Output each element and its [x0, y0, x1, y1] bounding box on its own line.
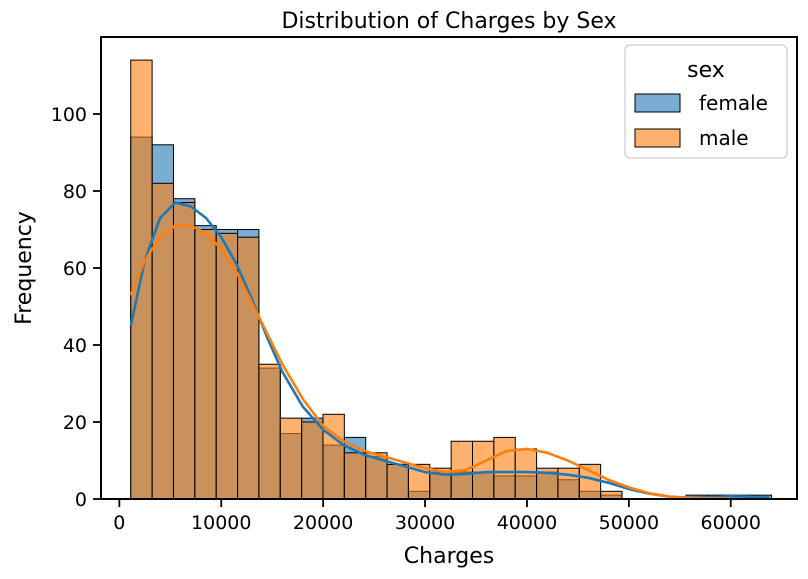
legend-swatch-male: [634, 128, 681, 148]
kde-line-male: [129, 224, 731, 499]
bar-male: [194, 229, 217, 499]
x-tick-label: 50000: [599, 512, 659, 534]
x-tick-label: 30000: [395, 512, 455, 534]
bar-male: [215, 232, 239, 499]
x-tick-label: 60000: [701, 512, 761, 534]
y-axis-label: Frequency: [12, 211, 37, 325]
x-tick-label: 40000: [497, 512, 557, 534]
legend-label-male: male: [699, 126, 749, 150]
plot-area: 0 10000 20000 30000 40000 50000 60000 0 20 40 60 80…: [51, 36, 798, 534]
y-tick-label: 20: [63, 412, 87, 434]
bar-male: [279, 417, 303, 499]
bar-male: [600, 490, 623, 499]
x-tick-label: 10000: [191, 512, 251, 534]
chart-title: Distribution of Charges by Sex: [281, 9, 616, 34]
y-tick-label: 40: [63, 335, 87, 357]
plot-marks: [129, 59, 773, 499]
x-tick-label: 0: [113, 512, 125, 534]
legend: sex female male: [624, 44, 788, 159]
legend-title: sex: [687, 58, 725, 83]
bar-male: [493, 436, 516, 499]
y-tick-label: 100: [51, 104, 87, 126]
y-tick-label: 60: [63, 258, 87, 280]
bar-male: [514, 448, 538, 499]
bar-male: [172, 202, 196, 499]
bar-male: [471, 440, 495, 499]
x-axis-label: Charges: [404, 544, 494, 569]
y-tick-label: 0: [75, 489, 87, 511]
legend-swatch-female: [634, 93, 681, 113]
bar-male: [343, 452, 367, 499]
legend-label-female: female: [699, 91, 768, 115]
bar-male: [258, 363, 281, 499]
bar-male: [386, 463, 409, 499]
y-tick-label: 80: [63, 181, 87, 203]
bar-male: [301, 421, 324, 499]
bar-male: [578, 463, 602, 499]
x-tick-label: 20000: [293, 512, 353, 534]
